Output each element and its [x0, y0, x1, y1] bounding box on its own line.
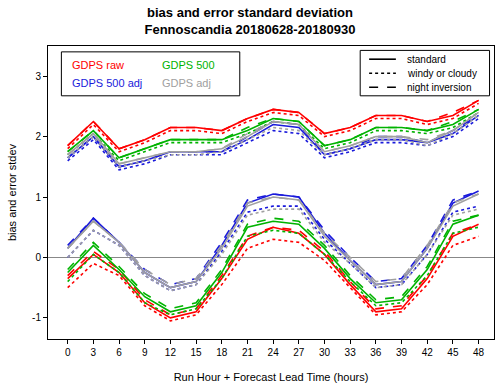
svg-text:18: 18 — [216, 347, 228, 358]
svg-text:0: 0 — [65, 347, 71, 358]
svg-text:GDPS adj: GDPS adj — [162, 77, 211, 89]
svg-text:bias and error stdev: bias and error stdev — [6, 143, 18, 241]
svg-text:48: 48 — [473, 347, 485, 358]
svg-text:bias and error standard deviat: bias and error standard deviationFennosc… — [144, 5, 355, 37]
svg-text:36: 36 — [370, 347, 382, 358]
svg-text:night inversion: night inversion — [407, 82, 471, 93]
svg-text:3: 3 — [35, 71, 41, 82]
svg-text:6: 6 — [116, 347, 122, 358]
svg-text:standard: standard — [407, 54, 446, 65]
svg-text:33: 33 — [345, 347, 357, 358]
svg-text:GDPS raw: GDPS raw — [72, 59, 124, 71]
svg-text:45: 45 — [447, 347, 459, 358]
svg-text:27: 27 — [293, 347, 305, 358]
svg-text:39: 39 — [396, 347, 408, 358]
svg-text:-1: -1 — [32, 312, 41, 323]
svg-text:0: 0 — [35, 252, 41, 263]
svg-text:15: 15 — [191, 347, 203, 358]
svg-text:windy or cloudy: windy or cloudy — [407, 68, 477, 79]
svg-text:2: 2 — [35, 131, 41, 142]
svg-text:Run Hour + Forecast Lead Time: Run Hour + Forecast Lead Time (hours) — [174, 371, 369, 383]
svg-text:21: 21 — [242, 347, 254, 358]
svg-text:GDPS 500 adj: GDPS 500 adj — [72, 77, 142, 89]
svg-text:9: 9 — [142, 347, 148, 358]
svg-text:3: 3 — [91, 347, 97, 358]
svg-text:30: 30 — [319, 347, 331, 358]
svg-text:1: 1 — [35, 192, 41, 203]
svg-text:12: 12 — [165, 347, 177, 358]
svg-text:GDPS 500: GDPS 500 — [162, 59, 215, 71]
svg-text:42: 42 — [422, 347, 434, 358]
svg-text:24: 24 — [268, 347, 280, 358]
